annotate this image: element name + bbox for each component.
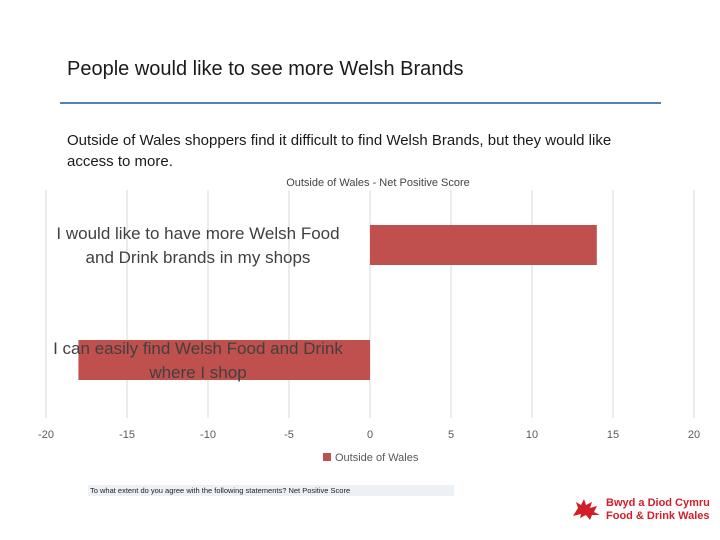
legend-label: Outside of Wales	[335, 452, 419, 464]
food-drink-wales-logo: Bwyd a Diod Cymru Food & Drink Wales	[570, 496, 710, 524]
bar-0	[370, 225, 597, 265]
logo-english-name: Food & Drink Wales	[606, 510, 710, 522]
x-tick-label-2: -10	[200, 429, 216, 441]
category-label-1: I can easily find Welsh Food and Drink wh…	[53, 339, 343, 382]
category-label-0: I would like to have more Welsh Food and …	[56, 224, 339, 267]
x-tick-label-1: -15	[119, 429, 135, 441]
x-tick-label-4: 0	[367, 429, 373, 441]
legend-swatch	[323, 453, 331, 461]
title-rule	[60, 102, 661, 104]
x-tick-label-0: -20	[38, 429, 54, 441]
x-tick-label-8: 20	[688, 429, 700, 441]
logo-welsh-name: Bwyd a Diod Cymru	[606, 497, 710, 509]
welsh-dragon-icon	[573, 499, 600, 520]
x-tick-label-6: 10	[526, 429, 538, 441]
x-tick-label-3: -5	[284, 429, 294, 441]
page-title: People would like to see more Welsh Bran…	[67, 58, 464, 80]
x-tick-label-5: 5	[448, 429, 454, 441]
page-subtitle: Outside of Wales shoppers find it diffic…	[67, 132, 612, 170]
bar-1	[78, 340, 371, 380]
chart-legend: Outside of Wales	[323, 452, 419, 464]
x-tick-label-7: 15	[607, 429, 619, 441]
question-footnote: To what extent do you agree with the fol…	[88, 485, 454, 496]
chart-title: Outside of Wales - Net Positive Score	[286, 177, 470, 189]
